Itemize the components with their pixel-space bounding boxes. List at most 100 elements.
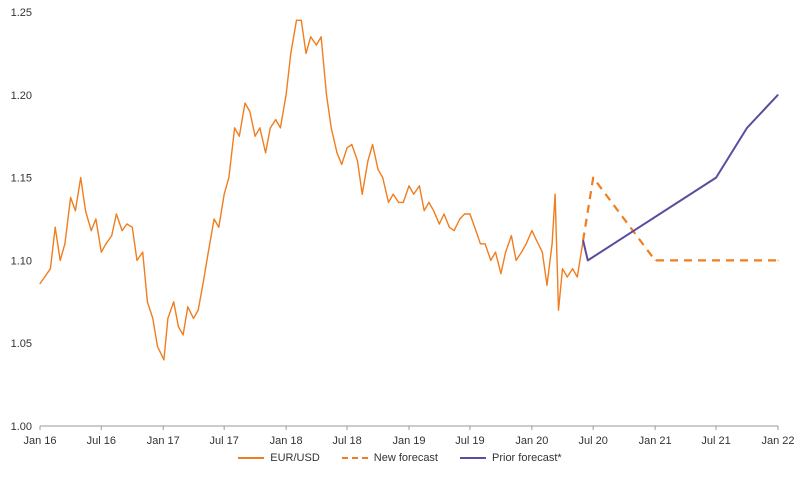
data-point — [64, 243, 66, 245]
data-point — [587, 259, 589, 261]
legend-item-new-forecast: New forecast — [341, 452, 438, 464]
data-point — [192, 317, 195, 319]
data-point — [111, 235, 113, 237]
data-point — [54, 226, 56, 228]
x-tick-label: Jan 21 — [639, 435, 672, 447]
x-tick-label: Jan 22 — [761, 435, 794, 447]
data-point — [510, 235, 512, 237]
data-point — [505, 251, 507, 253]
data-point — [392, 193, 394, 195]
data-point — [121, 230, 123, 232]
data-point — [163, 359, 165, 361]
data-point — [70, 196, 72, 199]
data-point — [95, 218, 97, 220]
data-point — [320, 36, 322, 38]
data-point — [325, 94, 328, 96]
x-tick-label: Jan 19 — [392, 435, 425, 447]
data-point — [351, 143, 353, 146]
data-point — [187, 306, 189, 308]
data-point — [74, 210, 76, 212]
data-point — [777, 94, 779, 96]
data-point — [177, 326, 179, 328]
data-point — [582, 239, 584, 242]
data-point — [367, 160, 369, 162]
data-point — [213, 218, 215, 220]
x-tick-label: Jul 21 — [701, 435, 730, 447]
legend-item-prior-forecast: Prior forecast* — [460, 452, 562, 464]
series-prior-forecast-line — [582, 94, 779, 262]
legend-swatch-new-forecast — [341, 457, 368, 459]
data-point — [152, 317, 154, 319]
data-point — [218, 226, 220, 228]
data-point — [285, 94, 287, 96]
y-tick-label: 1.05 — [11, 338, 32, 350]
data-point — [279, 127, 281, 129]
data-point — [572, 268, 574, 270]
data-point — [105, 243, 107, 245]
data-point — [197, 309, 199, 311]
data-point — [592, 177, 594, 179]
data-point — [136, 259, 138, 261]
data-point — [654, 259, 656, 261]
data-point — [490, 259, 492, 261]
data-point — [49, 268, 52, 270]
legend-swatch-eurusd — [238, 457, 265, 459]
data-point — [84, 210, 87, 212]
data-point — [408, 185, 410, 187]
legend-swatch-prior-forecast — [460, 457, 486, 459]
data-point — [244, 102, 246, 104]
line-chart: 1.001.051.101.151.201.25 Jan 16 Jul 16 Jan… — [11, 7, 795, 447]
data-point — [265, 152, 267, 154]
x-tick-label: Jul 20 — [578, 435, 607, 447]
data-point — [520, 251, 523, 253]
data-point — [290, 52, 292, 55]
data-point — [142, 251, 144, 253]
data-point — [576, 276, 578, 278]
data-point — [531, 230, 533, 232]
data-point — [413, 193, 415, 195]
data-point — [479, 243, 481, 245]
x-tick-label: Jan 20 — [515, 435, 548, 447]
data-point — [259, 127, 261, 129]
x-tick-label: Jan 18 — [270, 435, 303, 447]
data-point — [515, 259, 517, 261]
data-point — [203, 279, 205, 281]
data-point — [315, 44, 317, 46]
data-point — [398, 201, 400, 203]
data-point — [484, 243, 486, 245]
data-point — [249, 110, 251, 112]
data-point — [90, 230, 92, 232]
data-point — [715, 177, 717, 179]
data-point — [356, 160, 359, 162]
data-point — [777, 259, 779, 261]
data-point — [126, 223, 128, 225]
data-point — [469, 213, 471, 215]
data-point — [423, 210, 425, 212]
legend-item-eurusd: EUR/USD — [238, 452, 320, 464]
data-point — [156, 345, 159, 348]
data-point — [254, 135, 256, 137]
data-point — [300, 19, 302, 21]
data-point — [228, 177, 230, 179]
data-point — [182, 334, 184, 336]
data-point — [173, 301, 175, 303]
data-point — [387, 201, 390, 203]
data-point — [525, 243, 527, 245]
data-point — [223, 193, 225, 195]
data-point — [336, 152, 338, 154]
data-point — [238, 135, 240, 137]
data-point — [402, 201, 404, 203]
data-point — [500, 273, 502, 275]
legend: EUR/USD New forecast Prior forecast* — [0, 452, 800, 464]
data-point — [295, 19, 298, 21]
data-point — [146, 301, 148, 303]
data-point — [536, 239, 538, 242]
data-point — [59, 259, 61, 261]
data-point — [561, 268, 564, 270]
data-point — [459, 218, 461, 220]
data-point — [275, 119, 277, 121]
x-tick-label: Jul 18 — [332, 435, 361, 447]
data-point — [382, 177, 384, 179]
data-point — [346, 147, 348, 149]
